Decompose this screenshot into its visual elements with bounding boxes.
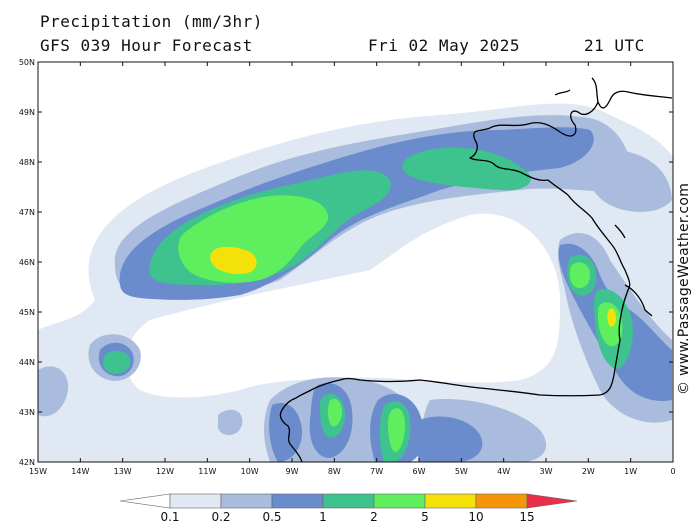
lon-label: 3W <box>540 467 553 476</box>
lon-label: 1W <box>624 467 637 476</box>
lon-label: 13W <box>114 467 132 476</box>
lon-label: 11W <box>198 467 216 476</box>
colorbar-label: 15 <box>519 510 534 524</box>
colorbar-swatch <box>475 493 528 509</box>
lon-label: 8W <box>328 467 341 476</box>
lat-label: 49N <box>19 108 35 117</box>
colorbar-swatch <box>220 493 273 509</box>
longitude-labels: 15W 14W 13W 12W 11W 10W 9W 8W 7W 6W 5W 4W 3W 2W 1W 0 <box>29 467 676 476</box>
colorbar-label: 2 <box>370 510 378 524</box>
map-title: Precipitation (mm/3hr) <box>40 12 263 31</box>
colorbar-label: 0.2 <box>211 510 230 524</box>
colorbar-swatch <box>169 493 222 509</box>
lon-label: 4W <box>497 467 510 476</box>
forecast-date: Fri 02 May 2025 <box>368 36 520 55</box>
precip-field <box>38 62 673 462</box>
precip-colorbar <box>119 493 578 509</box>
colorbar-swatch <box>322 493 375 509</box>
colorbar-swatch <box>271 493 324 509</box>
lon-label: 15W <box>29 467 47 476</box>
colorbar-swatch <box>424 493 477 509</box>
lat-label: 47N <box>19 208 35 217</box>
colorbar-label: 1 <box>319 510 327 524</box>
colorbar-label: 10 <box>468 510 483 524</box>
lon-label: 14W <box>71 467 89 476</box>
forecast-time: 21 UTC <box>584 36 645 55</box>
colorbar-label: 5 <box>421 510 429 524</box>
colorbar-labels: 0.1 0.2 0.5 1 2 5 10 15 <box>160 510 534 524</box>
lon-label: 9W <box>286 467 299 476</box>
lat-label: 44N <box>19 358 35 367</box>
forecast-subtitle: GFS 039 Hour Forecast <box>40 36 253 55</box>
latitude-labels: 50N 49N 48N 47N 46N 45N 44N 43N 42N <box>19 58 35 467</box>
colorbar-swatch <box>373 493 426 509</box>
axis-ticks <box>37 61 674 463</box>
lon-label: 7W <box>370 467 383 476</box>
colorbar-min-arrow <box>119 493 171 509</box>
lat-label: 48N <box>19 158 35 167</box>
lon-label: 0 <box>670 467 675 476</box>
lon-label: 2W <box>582 467 595 476</box>
lon-label: 6W <box>413 467 426 476</box>
lat-label: 46N <box>19 258 35 267</box>
credit-text: © www.PassageWeather.com <box>676 182 692 395</box>
lat-label: 50N <box>19 58 35 67</box>
lon-label: 10W <box>241 467 259 476</box>
lon-label: 5W <box>455 467 468 476</box>
colorbar-label: 0.5 <box>262 510 281 524</box>
colorbar-max-arrow <box>526 493 578 509</box>
lat-label: 42N <box>19 458 35 467</box>
colorbar-label: 0.1 <box>160 510 179 524</box>
lon-label: 12W <box>156 467 174 476</box>
lat-label: 45N <box>19 308 35 317</box>
lat-label: 43N <box>19 408 35 417</box>
coastline <box>279 77 673 462</box>
